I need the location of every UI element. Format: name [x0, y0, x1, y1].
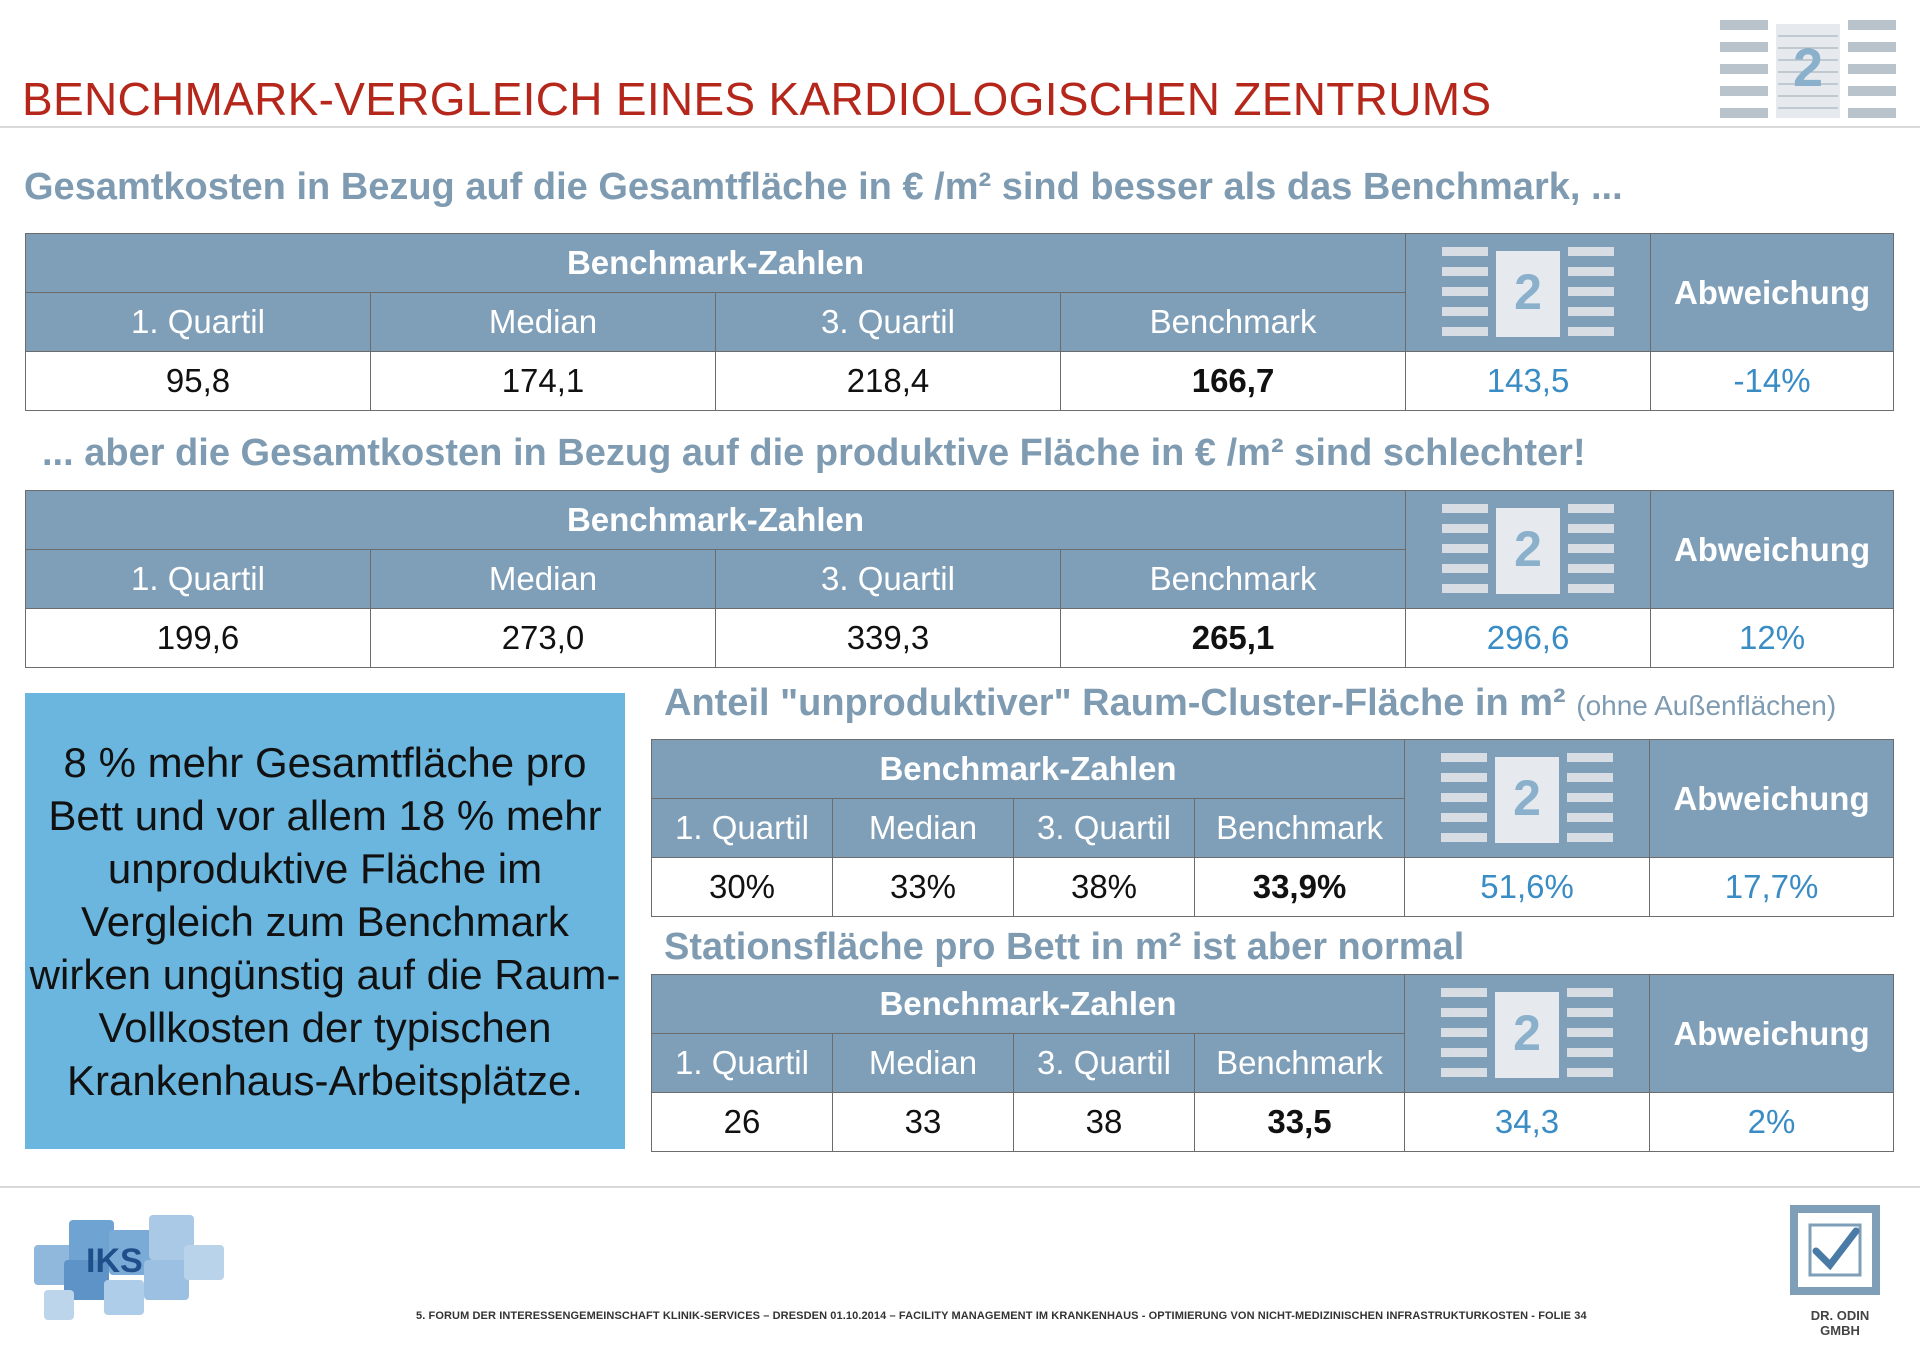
- value-cell: 38: [1013, 1092, 1195, 1152]
- deviation-header: Abweichung: [1650, 233, 1895, 352]
- column-header: 3. Quartil: [1013, 1033, 1195, 1093]
- process-diagram-icon: 2: [1718, 14, 1898, 126]
- column-header: Benchmark: [1193, 1033, 1406, 1093]
- deviation-header: Abweichung: [1650, 490, 1895, 609]
- section-3-subtitle: Anteil "unproduktiver" Raum-Cluster-Fläc…: [664, 682, 1836, 725]
- value-cell: 174,1: [370, 351, 716, 411]
- benchmark-table-4: Benchmark-Zahlen 2 Abweichung 1. Quartil…: [650, 974, 1895, 1152]
- own-value: 296,6: [1405, 608, 1652, 668]
- own-value: 51,6%: [1404, 857, 1651, 917]
- title-divider: [0, 126, 1920, 128]
- odin-logo-text: DR. ODIN GMBH: [1810, 1308, 1870, 1338]
- column-header: 1. Quartil: [651, 798, 833, 858]
- benchmark-value: 33,9%: [1193, 857, 1406, 917]
- section-3-subtitle-main: Anteil "unproduktiver" Raum-Cluster-Fläc…: [664, 682, 1566, 724]
- value-cell: 38%: [1013, 857, 1195, 917]
- slide-title: BENCHMARK-VERGLEICH EINES KARDIOLOGISCHE…: [22, 73, 1492, 125]
- deviation-value: 12%: [1650, 608, 1895, 668]
- iks-logo-text: IKS: [86, 1242, 143, 1280]
- column-header: 3. Quartil: [715, 292, 1061, 352]
- section-2-subtitle: ... aber die Gesamtkosten in Bezug auf d…: [42, 432, 1586, 474]
- column-header: 1. Quartil: [25, 549, 371, 609]
- section-1-subtitle: Gesamtkosten in Bezug auf die Gesamtfläc…: [24, 166, 1623, 208]
- deviation-header: Abweichung: [1649, 974, 1895, 1093]
- section-4-subtitle: Stationsfläche pro Bett in m² ist aber n…: [664, 926, 1465, 968]
- deviation-header: Abweichung: [1649, 739, 1895, 858]
- svg-text:2: 2: [1514, 264, 1542, 320]
- column-header: Benchmark: [1059, 549, 1407, 609]
- odin-check-logo-icon: [1790, 1205, 1880, 1295]
- iks-puzzle-logo-icon: IKS: [34, 1215, 224, 1320]
- column-header: Median: [832, 1033, 1014, 1093]
- own-value: 34,3: [1404, 1092, 1651, 1152]
- value-cell: 33%: [832, 857, 1014, 917]
- diagram-cell: 2: [1405, 233, 1652, 352]
- value-cell: 33: [832, 1092, 1014, 1152]
- summary-callout-text: 8 % mehr Gesamtfläche pro Bett und vor a…: [29, 738, 621, 1104]
- benchmark-value: 265,1: [1059, 608, 1407, 668]
- diagram-cell: 2: [1404, 739, 1651, 858]
- own-value: 143,5: [1405, 351, 1652, 411]
- summary-callout: 8 % mehr Gesamtfläche pro Bett und vor a…: [25, 693, 625, 1149]
- benchmark-table-2: Benchmark-Zahlen 2 Abweichung 1. Quartil…: [24, 490, 1895, 668]
- benchmark-header: Benchmark-Zahlen: [24, 233, 1407, 293]
- benchmark-value: 33,5: [1193, 1092, 1406, 1152]
- benchmark-header: Benchmark-Zahlen: [650, 739, 1406, 799]
- column-header: Median: [370, 292, 716, 352]
- value-cell: 95,8: [25, 351, 371, 411]
- svg-text:2: 2: [1513, 1005, 1541, 1061]
- value-cell: 199,6: [25, 608, 371, 668]
- column-header: 1. Quartil: [651, 1033, 833, 1093]
- deviation-value: 17,7%: [1649, 857, 1895, 917]
- value-cell: 218,4: [715, 351, 1061, 411]
- benchmark-value: 166,7: [1059, 351, 1407, 411]
- process-diagram-icon: 2: [1441, 752, 1614, 843]
- column-header: 3. Quartil: [1013, 798, 1195, 858]
- value-cell: 339,3: [715, 608, 1061, 668]
- benchmark-table-3: Benchmark-Zahlen 2 Abweichung 1. Quartil…: [650, 739, 1895, 917]
- benchmark-header: Benchmark-Zahlen: [650, 974, 1406, 1034]
- diagram-cell: 2: [1404, 974, 1651, 1093]
- deviation-value: 2%: [1649, 1092, 1895, 1152]
- column-header: Benchmark: [1193, 798, 1406, 858]
- benchmark-header: Benchmark-Zahlen: [24, 490, 1407, 550]
- process-diagram-icon: 2: [1442, 503, 1615, 594]
- section-3-subtitle-note: (ohne Außenflächen): [1576, 690, 1837, 721]
- deviation-value: -14%: [1650, 351, 1895, 411]
- footer-divider: [0, 1186, 1920, 1188]
- column-header: 3. Quartil: [715, 549, 1061, 609]
- column-header: Benchmark: [1059, 292, 1407, 352]
- column-header: Median: [832, 798, 1014, 858]
- value-cell: 273,0: [370, 608, 716, 668]
- benchmark-table-1: Benchmark-Zahlen 2 Abweichung 1. Quartil…: [24, 233, 1895, 411]
- diagram-cell: 2: [1405, 490, 1652, 609]
- footer-caption: 5. FORUM DER INTERESSENGEMEINSCHAFT KLIN…: [416, 1310, 1587, 1322]
- value-cell: 26: [651, 1092, 833, 1152]
- svg-text:2: 2: [1513, 770, 1541, 826]
- value-cell: 30%: [651, 857, 833, 917]
- column-header: 1. Quartil: [25, 292, 371, 352]
- diagram-number: 2: [1793, 38, 1823, 98]
- column-header: Median: [370, 549, 716, 609]
- svg-text:2: 2: [1514, 521, 1542, 577]
- process-diagram-icon: 2: [1441, 987, 1614, 1078]
- process-diagram-icon: 2: [1442, 246, 1615, 337]
